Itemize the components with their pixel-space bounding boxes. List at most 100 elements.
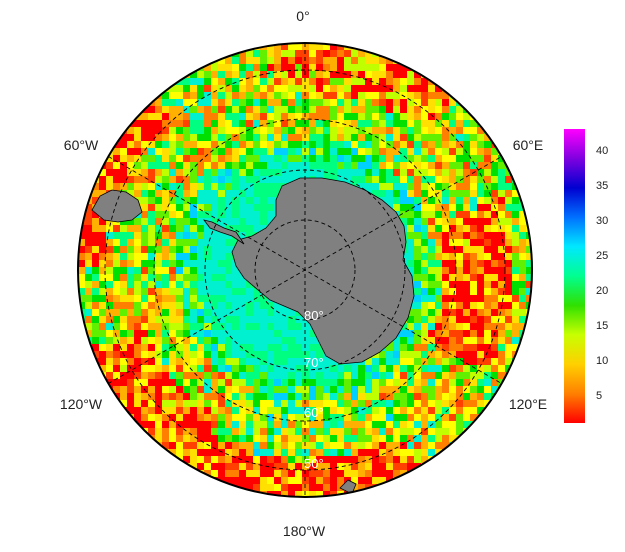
data-cell bbox=[491, 260, 498, 267]
data-cell bbox=[260, 372, 267, 379]
data-cell bbox=[99, 309, 106, 316]
data-cell bbox=[309, 463, 316, 470]
data-cell bbox=[190, 358, 197, 365]
data-cell bbox=[274, 99, 281, 106]
data-cell bbox=[134, 344, 141, 351]
data-cell bbox=[246, 155, 253, 162]
data-cell bbox=[169, 106, 176, 113]
data-cell bbox=[421, 428, 428, 435]
data-cell bbox=[281, 113, 288, 120]
data-cell bbox=[414, 456, 421, 463]
data-cell bbox=[288, 421, 295, 428]
data-cell bbox=[519, 288, 526, 295]
data-cell bbox=[358, 106, 365, 113]
data-cell bbox=[148, 134, 155, 141]
data-cell bbox=[414, 267, 421, 274]
data-cell bbox=[197, 92, 204, 99]
data-cell bbox=[295, 393, 302, 400]
data-cell bbox=[267, 449, 274, 456]
data-cell bbox=[330, 134, 337, 141]
data-cell bbox=[274, 330, 281, 337]
data-cell bbox=[309, 386, 316, 393]
data-cell bbox=[414, 351, 421, 358]
data-cell bbox=[330, 407, 337, 414]
data-cell bbox=[225, 106, 232, 113]
data-cell bbox=[393, 113, 400, 120]
data-cell bbox=[141, 197, 148, 204]
data-cell bbox=[169, 92, 176, 99]
data-cell bbox=[400, 442, 407, 449]
data-cell bbox=[211, 463, 218, 470]
data-cell bbox=[239, 64, 246, 71]
data-cell bbox=[169, 428, 176, 435]
data-cell bbox=[400, 400, 407, 407]
data-cell bbox=[344, 64, 351, 71]
data-cell bbox=[435, 260, 442, 267]
data-cell bbox=[218, 141, 225, 148]
data-cell bbox=[463, 372, 470, 379]
data-cell bbox=[365, 491, 372, 497]
data-cell bbox=[274, 169, 281, 176]
data-cell bbox=[512, 316, 519, 323]
data-cell bbox=[183, 379, 190, 386]
data-cell bbox=[211, 218, 218, 225]
data-cell bbox=[337, 463, 344, 470]
data-cell bbox=[456, 176, 463, 183]
data-cell bbox=[358, 71, 365, 78]
data-cell bbox=[456, 365, 463, 372]
data-cell bbox=[309, 407, 316, 414]
data-cell bbox=[316, 351, 323, 358]
data-cell bbox=[162, 99, 169, 106]
data-cell bbox=[127, 246, 134, 253]
data-cell bbox=[232, 337, 239, 344]
data-cell bbox=[358, 421, 365, 428]
data-cell bbox=[274, 302, 281, 309]
data-cell bbox=[176, 288, 183, 295]
data-cell bbox=[204, 260, 211, 267]
data-cell bbox=[428, 337, 435, 344]
data-cell bbox=[442, 92, 449, 99]
data-cell bbox=[414, 442, 421, 449]
data-cell bbox=[449, 302, 456, 309]
data-cell bbox=[491, 155, 498, 162]
data-cell bbox=[134, 183, 141, 190]
data-cell bbox=[169, 113, 176, 120]
data-cell bbox=[302, 330, 309, 337]
data-cell bbox=[225, 169, 232, 176]
data-cell bbox=[218, 99, 225, 106]
data-cell bbox=[435, 148, 442, 155]
data-cell bbox=[316, 484, 323, 491]
data-cell bbox=[330, 470, 337, 477]
data-cell bbox=[197, 302, 204, 309]
data-cell bbox=[400, 211, 407, 218]
data-cell bbox=[85, 288, 92, 295]
data-cell bbox=[498, 204, 505, 211]
data-cell bbox=[456, 148, 463, 155]
data-cell bbox=[449, 148, 456, 155]
data-cell bbox=[253, 176, 260, 183]
data-cell bbox=[365, 386, 372, 393]
data-cell bbox=[162, 414, 169, 421]
data-cell bbox=[407, 225, 414, 232]
data-cell bbox=[253, 183, 260, 190]
data-cell bbox=[197, 148, 204, 155]
data-cell bbox=[393, 127, 400, 134]
data-cell bbox=[267, 50, 274, 57]
data-cell bbox=[190, 211, 197, 218]
data-cell bbox=[393, 351, 400, 358]
data-cell bbox=[246, 148, 253, 155]
data-cell bbox=[372, 64, 379, 71]
data-cell bbox=[470, 365, 477, 372]
data-cell bbox=[386, 435, 393, 442]
data-cell bbox=[477, 309, 484, 316]
data-cell bbox=[498, 211, 505, 218]
data-cell bbox=[330, 92, 337, 99]
data-cell bbox=[246, 78, 253, 85]
data-cell bbox=[253, 484, 260, 491]
data-cell bbox=[428, 155, 435, 162]
data-cell bbox=[267, 330, 274, 337]
data-cell bbox=[442, 351, 449, 358]
data-cell bbox=[127, 155, 134, 162]
data-cell bbox=[183, 176, 190, 183]
data-cell bbox=[386, 407, 393, 414]
